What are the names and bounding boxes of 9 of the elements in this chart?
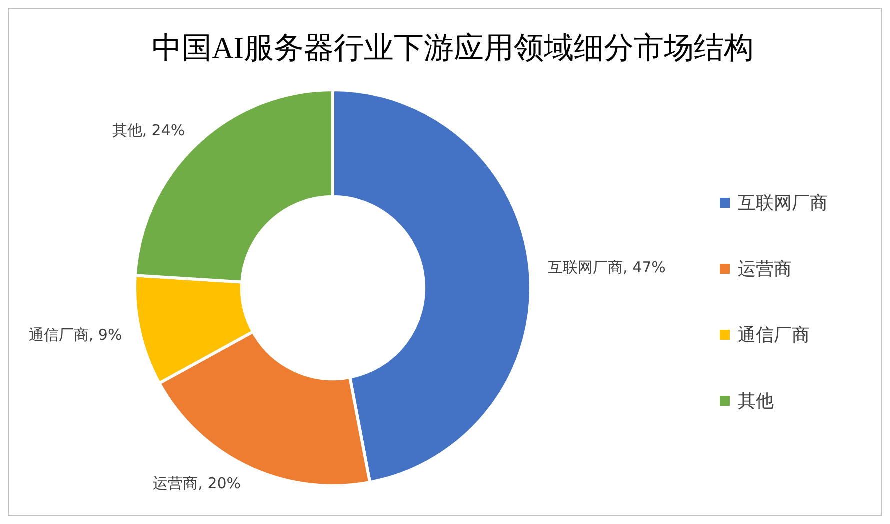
legend-label: 通信厂商 bbox=[738, 325, 810, 346]
data-label: 运营商, 20% bbox=[153, 474, 242, 492]
legend-label: 其他 bbox=[738, 391, 774, 412]
data-label: 其他, 24% bbox=[112, 122, 186, 140]
legend-label: 互联网厂商 bbox=[738, 193, 828, 214]
legend-label: 运营商 bbox=[738, 259, 792, 280]
data-label: 通信厂商, 9% bbox=[28, 326, 122, 344]
data-label: 互联网厂商, 47% bbox=[548, 258, 666, 277]
chart-title: 中国AI服务器行业下游应用领域细分市场结构 bbox=[152, 32, 754, 65]
